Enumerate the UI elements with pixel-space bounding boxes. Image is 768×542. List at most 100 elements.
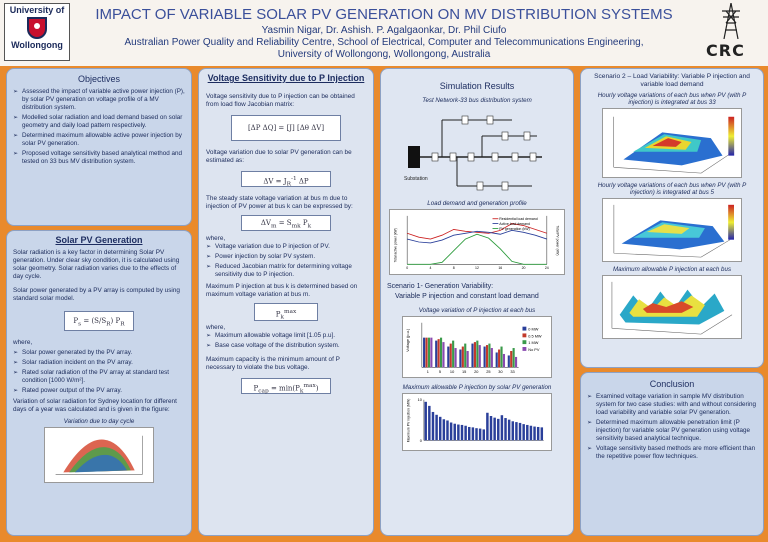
day-cycle-figure-title: Variation due to day cycle [63,418,135,425]
bar-mark [529,425,533,441]
sensitivity-def: Base case voltage of the distribution sy… [206,342,366,350]
bar-mark [473,342,476,368]
poster-header: University of Wollongong IMPACT OF VARIA… [0,0,768,66]
sensitivity-def: Power injection by solar PV system. [206,253,366,261]
x-tick-label: 20 [474,369,478,374]
bar-mark [471,343,474,368]
bar-mark [430,337,433,368]
bar-mark [495,352,498,368]
x-tick-label: 10 [450,369,454,374]
x-tick-label: 16 [498,266,502,270]
bar-mark [493,417,496,441]
network-figure-title: Test Network-33 bus distribution system [422,97,532,104]
legend-label: 1 MW [528,340,538,345]
legend-label: No PV [528,347,540,352]
simulation-title: Simulation Results [439,81,515,91]
bar-mark [461,346,464,368]
bar-mark [437,339,440,368]
bar-mark [464,343,467,368]
solar-def: Solar radiation incident on the PV array… [13,359,185,367]
bar-mark [507,419,511,441]
day-cycle-surface-plot [44,427,154,483]
simulation-results-panel: Simulation Results Test Network-33 bus d… [380,68,574,536]
sensitivity-where1: where, [206,235,226,242]
sensitivity-p3: The steady state voltage variation at bu… [206,195,353,210]
network-diagram: Substation [404,115,542,191]
bar-mark [515,422,518,441]
solar-definitions: Solar power generated by the PV array. S… [13,349,185,395]
bar-mark [476,340,479,368]
scenario1-title: Scenario 1- Generation Variability: [387,283,494,290]
x-tick-label: 0 [406,266,408,270]
sensitivity-limits: Maximum allowable voltage limit [1.05 p.… [206,332,366,350]
y-axis-label: Voltage (p.u.) [405,328,410,352]
legend-swatch [522,333,527,338]
bar-mark [452,340,455,368]
logo-text-bottom: Wollongong [11,40,63,50]
sensitivity-def: Maximum allowable voltage limit [1.05 p.… [206,332,366,340]
bar-mark [449,343,452,368]
sensitivity-p2: Voltage variation due to solar PV genera… [206,149,352,164]
hourly-voltage-bus33-plot [602,108,742,178]
bar-mark [490,348,493,368]
bar-mark [507,355,510,368]
bar-mark [486,412,489,441]
voltage-variation-equation: ΔV = JR-1 ΔP [241,171,331,188]
bar-mark [512,348,515,368]
x-tick-label: 25 [486,369,490,374]
poster-affiliation: Australian Power Quality and Reliability… [76,37,692,61]
bar-mark [488,343,491,368]
bus-voltage-equation: ΔVm = Smk Pk [241,215,331,231]
crc-logo: CRC [700,3,764,63]
solar-variation-text: Variation of solar radiation for Sydney … [13,398,177,413]
solar-def: Rated power output of the PV array. [13,387,185,395]
load-figure-title: Load demand and generation profile [427,200,527,207]
logo-text-top: University of [9,5,65,15]
sensitivity-def: Voltage variation due to P injection of … [206,243,366,251]
sensitivity-p1: Voltage sensitivity due to P injection c… [206,93,355,108]
solar-where: where, [13,339,33,346]
scenario1-description: Variable P injection and constant load d… [395,293,539,300]
bar-mark [466,351,469,368]
bar-figure-title: Voltage variation of P injection at each… [418,307,536,314]
objective-item: Determined maximum allowable active powe… [13,132,185,148]
max-figure-title: Maximum allowable P injection by solar P… [402,384,552,391]
bar-mark [423,337,426,368]
bar-mark [500,415,504,441]
sensitivity-p5: Maximum capacity is the minimum amount o… [206,356,340,371]
solar-intro: Solar radiation is a key factor in deter… [13,249,180,280]
x-tick-label: 12 [475,266,479,270]
series-line [407,229,547,244]
scenario2-panel: Scenario 2 – Load Variability: Variable … [580,68,764,368]
substation-label: Substation [404,176,428,182]
max-injection-chart: 0 10 Maximum PV injection (MW) [402,393,552,451]
poster-authors: Yasmin Nigar, Dr. Ashish. P. Agalgaonkar… [261,25,507,36]
bar-mark [425,337,428,368]
x-tick-label: 4 [429,266,431,270]
scenario2-fig1-title: Hourly voltage variations of each bus wh… [597,92,747,106]
sensitivity-p4: Maximum P injection at bus k is determin… [206,283,358,298]
bar-mark [446,420,449,441]
y-tick-label: 0 [420,439,422,443]
legend-swatch [522,347,527,351]
bar-mark [500,346,503,368]
hourly-voltage-bus5-plot [602,198,742,262]
x-tick-label: 30 [498,369,502,374]
series-line [407,233,547,265]
sensitivity-title: Voltage Sensitivity due to P Injection [207,73,365,83]
bar-mark [485,345,489,368]
bar-mark [464,425,467,441]
objectives-list: Assessed the impact of variable active p… [13,88,185,166]
bar-mark [468,426,471,441]
max-injection-each-bus-plot [602,275,742,339]
bar-mark [447,346,450,368]
bar-mark [435,414,438,441]
bar-mark [438,416,442,441]
x-tick-label: 5 [439,369,441,374]
poster-title: IMPACT OF VARIABLE SOLAR PV GENERATION O… [95,6,673,23]
y-tick-label: 10 [418,398,422,402]
bar-mark [514,356,518,368]
bar-mark [522,424,525,441]
bar-mark [475,428,478,441]
